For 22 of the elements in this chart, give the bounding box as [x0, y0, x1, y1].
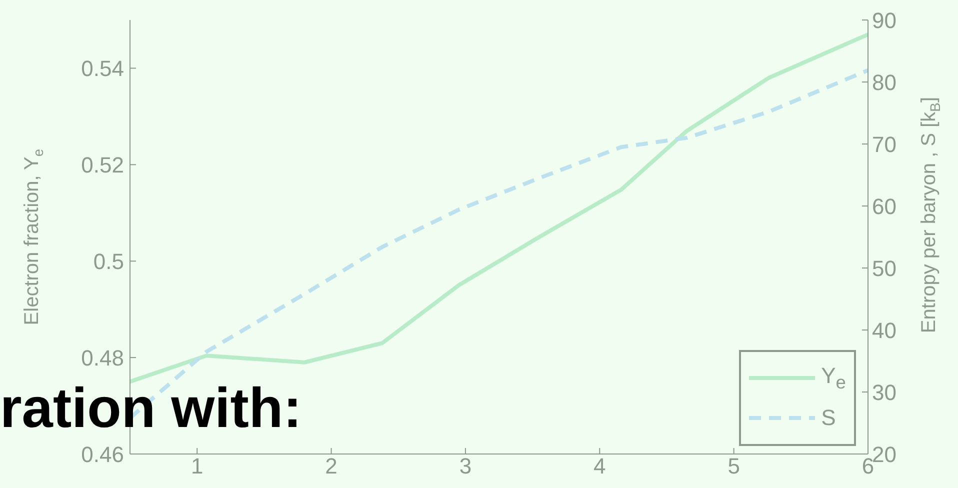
x-tick-label: 5	[728, 454, 740, 479]
legend-label: Y$_{e}$	[821, 362, 846, 394]
y2-tick-label: 30	[872, 380, 896, 405]
annotation: ration with:	[0, 376, 302, 439]
y2-tick-label: 20	[872, 442, 896, 467]
y-tick-label: 0.5	[93, 248, 124, 274]
y2-tick-label: 50	[872, 256, 896, 281]
y2-tick-label: 90	[872, 8, 896, 33]
y-tick-label: 0.46	[81, 442, 124, 467]
x-tick-label: 4	[594, 454, 606, 479]
y-tick-label: 0.52	[81, 152, 124, 178]
y2-tick-label: 60	[872, 194, 896, 219]
x-tick-label: 3	[459, 454, 472, 479]
y2-tick-label: 80	[872, 70, 896, 95]
x-tick-label: 6	[862, 454, 874, 479]
y2-tick-label: 40	[872, 318, 896, 343]
x-tick-label: 1	[190, 454, 204, 479]
legend-label: S	[821, 405, 836, 431]
y-tick-label: 0.54	[81, 56, 124, 82]
y-tick-label: 0.48	[81, 345, 124, 370]
y2-tick-label: 70	[872, 132, 896, 157]
x-tick-label: 2	[325, 454, 338, 479]
